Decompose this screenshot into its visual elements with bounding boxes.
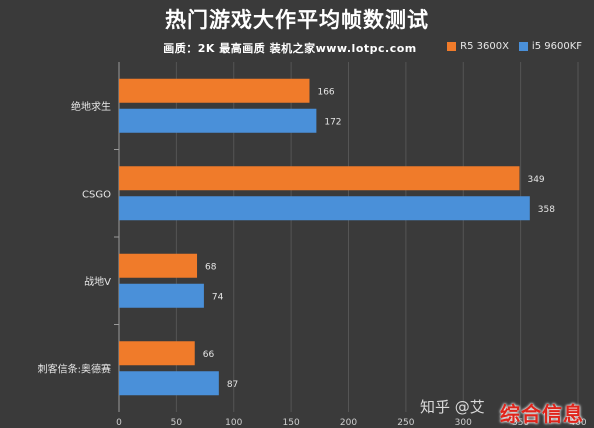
bar-s1-c3: [119, 341, 195, 366]
brand-watermark: 综合信息: [500, 402, 584, 426]
x-tick-label-6: 300: [455, 418, 472, 428]
data-label-s1-c0: 166: [317, 87, 334, 97]
data-label-s2-c0: 172: [324, 117, 341, 127]
x-tick-label-0: 0: [116, 418, 122, 428]
bar-s2-c0: [119, 108, 317, 133]
bar-s1-c1: [119, 166, 520, 191]
bar-s1-c2: [119, 253, 198, 278]
bar-s2-c2: [119, 283, 204, 308]
data-label-s2-c1: 358: [538, 205, 555, 215]
bar-s1-c0: [119, 78, 310, 103]
data-label-s2-c2: 74: [212, 292, 224, 302]
category-label-3: 刺客信条:奥德赛: [38, 362, 111, 375]
category-label-0: 绝地求生: [71, 100, 111, 113]
legend-swatch-series-1: [447, 42, 457, 51]
x-tick-label-1: 50: [171, 418, 183, 428]
data-label-s1-c1: 349: [527, 175, 544, 185]
legend-swatch-series-2: [518, 42, 528, 51]
x-tick-label-3: 150: [283, 418, 300, 428]
bar-s2-c3: [119, 371, 219, 396]
bar-s2-c1: [119, 196, 530, 221]
chart-subtitle: 画质：2K 最高画质 装机之家www.lotpc.com: [163, 42, 417, 55]
legend-item-series-2: i5 9600KF: [518, 41, 582, 52]
legend: R5 3600X i5 9600KF: [447, 41, 582, 52]
x-tick-label-5: 250: [397, 418, 414, 428]
x-tick-label-7: 350: [512, 418, 529, 428]
x-tick-label-2: 100: [225, 418, 242, 428]
chart-title: 热门游戏大作平均帧数测试: [165, 8, 429, 32]
legend-item-series-1: R5 3600X: [447, 41, 509, 52]
legend-label-series-1: R5 3600X: [460, 41, 509, 52]
legend-label-series-2: i5 9600KF: [531, 41, 582, 52]
category-label-1: CSGO: [82, 189, 111, 200]
zhihu-watermark: 知乎 @艾: [420, 398, 485, 416]
x-tick-label-4: 200: [340, 418, 357, 428]
x-tick-label-8: 400: [569, 418, 586, 428]
data-label-s1-c3: 66: [203, 350, 215, 360]
data-label-s1-c2: 68: [205, 262, 217, 272]
category-label-2: 战地V: [84, 275, 111, 288]
data-label-s2-c3: 87: [227, 380, 238, 390]
